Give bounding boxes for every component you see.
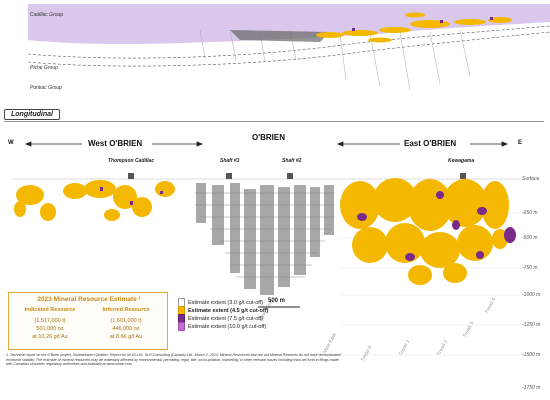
legend: Estimate extent (3.0 g/t cut-off) Estima… [178,298,318,331]
legend-label: Estimate extent (10.0 g/t cut-off) [188,323,267,330]
depth-label-1500: -1500 m [522,352,541,358]
legend-item-10-0: Estimate extent (10.0 g/t cut-off) [178,322,318,331]
indicated-ounces: 501,000 oz [36,326,64,332]
section-obrien: O'BRIEN [252,133,286,142]
cross-section-diagram [27,4,550,91]
panel-label-longitudinal: Longitudinal [4,109,60,120]
depth-label-250: -250 m [522,210,538,216]
inferred-ounces: 446,000 oz [112,326,140,332]
section-ore-purple [352,17,493,31]
depth-label-1750: -1750 m [522,385,541,391]
resource-title: 2023 Mineral Resource Estimate ¹ [37,296,141,303]
pontiac-contact-line [27,31,550,67]
east-ore-bodies [340,178,509,285]
footnote: 1. Technical report on the O'Brien proje… [6,353,341,367]
legend-label: Estimate extent (4.5 g/t cut-off) [188,307,269,314]
obrien-workings [196,183,334,295]
indicated-grade: at 10.26 g/t Au [32,334,68,340]
panel-divider [4,121,544,122]
indicated-tonnes: (1,517,000 t) [34,318,66,324]
east-ore-purple [357,191,516,261]
inferred-tonnes: (1,601,000 t) [110,318,142,324]
obrien-levels [195,192,335,278]
legend-swatch-10-0 [178,322,185,331]
pontiac-group-label: Pontiac Group [30,85,62,91]
depth-label-1250: -1250 m [522,322,541,328]
legend-label: Estimate extent (7.5 g/t cut-off) [188,315,264,322]
depth-label-surface: Surface [522,176,540,182]
section-arrows [24,141,509,147]
west-ore-purple [100,187,163,205]
cadillac-group-label: Cadillac Group [30,12,64,18]
inferred-heading: Inferred Resource [102,307,150,313]
resource-estimate-box: 2023 Mineral Resource Estimate ¹ Indicat… [8,292,168,350]
compass-east: E [518,140,523,146]
headframes [128,173,466,179]
depth-label-500: -500 m [522,235,538,241]
depth-label-1000: -1000 m [522,292,541,298]
legend-item-3-0: Estimate extent (3.0 g/t cut-off) [178,298,318,307]
west-ore-bodies [14,180,175,221]
piche-contact-line [27,25,550,59]
depth-label-750: -750 m [522,265,538,271]
section-workings-dark [230,30,330,42]
shaft-label-thompson: Thompson Cadillac [108,158,155,164]
legend-item-7-5: Estimate extent (7.5 g/t cut-off) [178,314,318,323]
shaft-label-3: Shaft #3 [220,158,240,164]
scale-bar-label: 500 m [268,298,286,304]
compass-west: W [8,140,14,146]
shaft-label-2: Shaft #2 [282,158,302,164]
section-east-obrien: East O'BRIEN [404,139,457,148]
legend-label: Estimate extent (3.0 g/t cut-off) [188,299,264,306]
piche-group-label: Piche Group [30,65,58,71]
longitudinal-section [12,173,520,356]
section-ore [316,12,512,43]
inferred-grade: at 8.66 g/t Au [109,334,143,340]
indicated-heading: Indicated Resource [24,307,76,313]
section-west-obrien: West O'BRIEN [88,139,143,148]
shaft-label-kewagama: Kewagama [448,158,475,164]
legend-item-4-5: Estimate extent (4.5 g/t cut-off) [178,306,318,315]
